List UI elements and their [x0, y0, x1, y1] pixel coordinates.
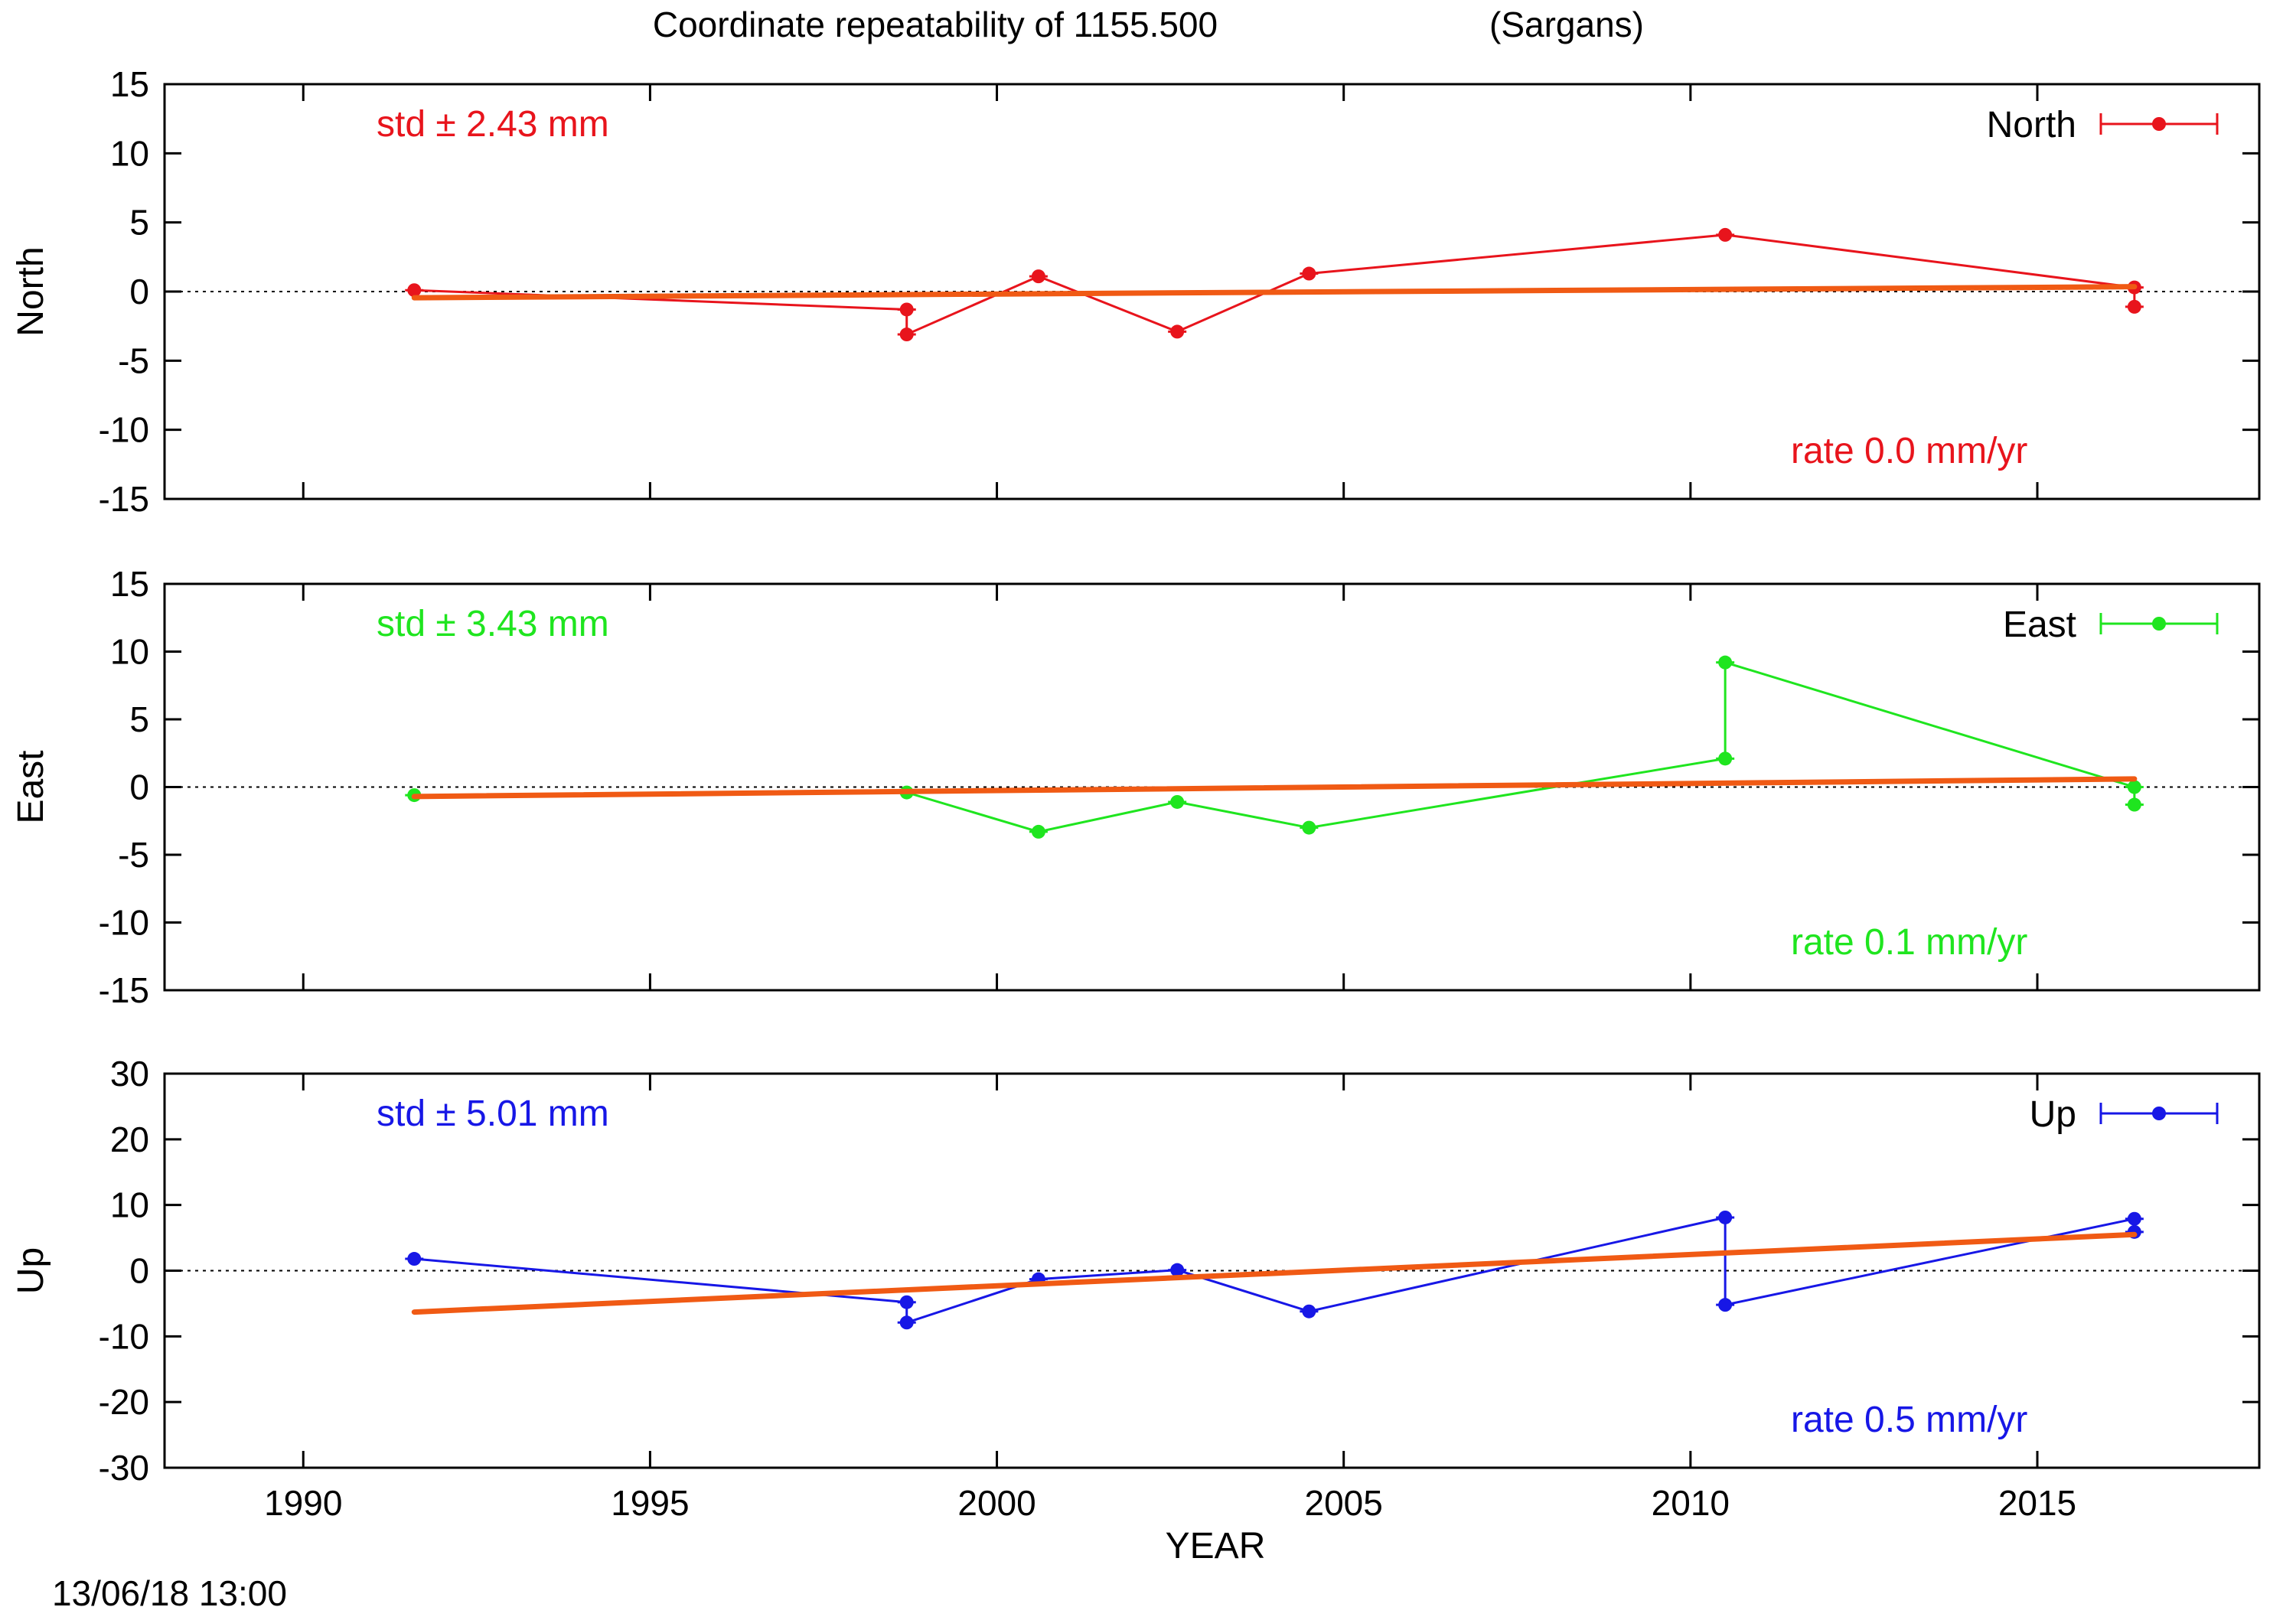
rate-annotation: rate 0.1 mm/yr: [1791, 922, 2027, 963]
legend-marker: [2152, 117, 2166, 131]
series-line-east: [414, 660, 2136, 833]
y-tick-label: -5: [118, 341, 149, 380]
rate-annotation: rate 0.5 mm/yr: [1791, 1400, 2027, 1440]
data-point: [899, 302, 914, 317]
chart-title: Coordinate repeatability of 1155.500: [653, 5, 1218, 44]
y-tick-label: 10: [110, 632, 149, 672]
y-tick-label: -15: [99, 479, 149, 519]
trend-line: [411, 284, 2138, 301]
data-point: [1718, 1210, 1733, 1224]
y-tick-label: -10: [99, 1316, 149, 1356]
trend-line: [411, 1231, 2138, 1315]
y-tick-label: 20: [110, 1120, 149, 1159]
x-tick-label: 2000: [957, 1483, 1035, 1523]
data-point: [899, 1295, 914, 1309]
data-point: [2127, 1211, 2141, 1226]
data-point: [1170, 1263, 1185, 1277]
series-line-up: [414, 1216, 2136, 1325]
y-tick-label: -20: [99, 1382, 149, 1422]
legend-label: Up: [2030, 1094, 2076, 1135]
data-point: [2127, 780, 2141, 794]
timestamp: 13/06/18 13:00: [52, 1573, 287, 1607]
y-tick-label: 15: [110, 564, 149, 604]
panels: -15 -10 -5 0 5 10 15 North std ± 2.43 mm rate 0.0…: [11, 64, 2261, 1523]
y-axis-label: Up: [11, 1247, 51, 1294]
data-point: [2127, 299, 2141, 314]
y-tick-label: 0: [129, 768, 149, 807]
data-point: [1302, 820, 1316, 835]
data-point: [2127, 797, 2141, 812]
x-axis-label: YEAR: [1166, 1526, 1266, 1566]
x-tick-label: 2015: [1998, 1483, 2076, 1523]
y-axis-label: North: [11, 246, 51, 336]
data-point: [899, 328, 914, 342]
y-tick-label: -5: [118, 835, 149, 875]
data-point: [1718, 1298, 1733, 1312]
series-line-north: [414, 233, 2136, 337]
y-tick-label: -15: [99, 970, 149, 1010]
trend-line: [411, 776, 2138, 800]
legend-marker: [2152, 617, 2166, 631]
data-point: [1302, 266, 1316, 281]
y-tick-label: 30: [110, 1054, 149, 1094]
y-tick-label: -30: [99, 1448, 149, 1488]
data-point: [1718, 751, 1733, 766]
y-tick-label: 10: [110, 133, 149, 173]
data-point: [1718, 655, 1733, 670]
data-point: [899, 1315, 914, 1330]
std-annotation: std ± 2.43 mm: [377, 104, 609, 145]
legend-label: North: [1987, 105, 2076, 145]
legend-label: East: [2003, 605, 2076, 645]
data-point: [407, 283, 422, 298]
y-tick-label: 5: [129, 699, 149, 739]
legend-marker: [2152, 1107, 2166, 1120]
data-point: [1170, 794, 1185, 809]
chart-title-station: (Sargans): [1489, 5, 1644, 44]
rate-annotation: rate 0.0 mm/yr: [1791, 431, 2027, 471]
data-point: [1031, 269, 1045, 284]
std-annotation: std ± 3.43 mm: [377, 604, 609, 644]
data-point: [1718, 227, 1733, 242]
y-tick-label: -10: [99, 410, 149, 450]
y-tick-label: 5: [129, 203, 149, 243]
x-tick-label: 2005: [1305, 1483, 1383, 1523]
y-tick-label: -10: [99, 903, 149, 943]
panel-up: -30 -20 -10 0 10 20 30 1990 1995 2000 2005 2010 2015…: [11, 1054, 2261, 1523]
y-tick-label: 15: [110, 64, 149, 104]
x-tick-label: 1995: [611, 1483, 689, 1523]
data-point: [1031, 824, 1045, 839]
y-tick-label: 0: [129, 1251, 149, 1291]
x-tick-label: 2010: [1652, 1483, 1730, 1523]
panel-north: -15 -10 -5 0 5 10 15 North std ± 2.43 mm rate 0.0…: [11, 64, 2261, 519]
panel-east: -15 -10 -5 0 5 10 15 East std ± 3.43 mm rate 0.1 …: [11, 564, 2261, 1010]
data-point: [1170, 324, 1185, 339]
y-tick-label: 10: [110, 1185, 149, 1225]
x-tick-label: 1990: [264, 1483, 342, 1523]
y-axis-label: East: [11, 750, 51, 823]
y-tick-label: 0: [129, 272, 149, 311]
data-point: [1302, 1304, 1316, 1319]
data-point: [407, 1252, 422, 1266]
std-annotation: std ± 5.01 mm: [377, 1094, 609, 1134]
